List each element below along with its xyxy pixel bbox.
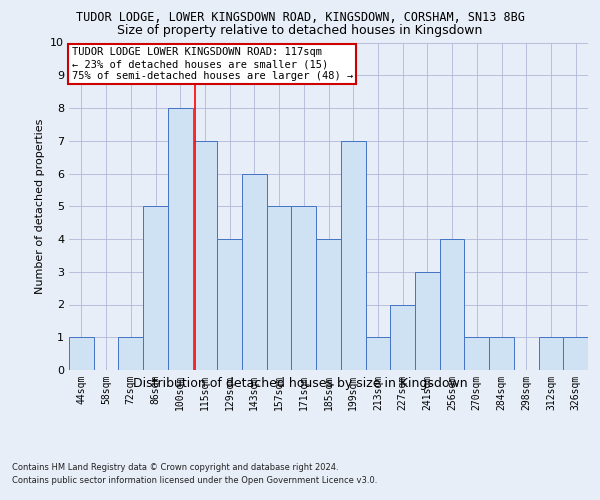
Bar (489, 337, 514, 370)
Bar (563, 337, 588, 370)
Bar (69, 337, 94, 370)
Y-axis label: Number of detached properties: Number of detached properties (35, 118, 44, 294)
Bar (143, 206, 168, 370)
Bar (267, 206, 292, 370)
Text: Size of property relative to detached houses in Kingsdown: Size of property relative to detached ho… (118, 24, 482, 37)
Text: Distribution of detached houses by size in Kingsdown: Distribution of detached houses by size … (133, 378, 467, 390)
Bar (365, 337, 390, 370)
Text: TUDOR LODGE, LOWER KINGSDOWN ROAD, KINGSDOWN, CORSHAM, SN13 8BG: TUDOR LODGE, LOWER KINGSDOWN ROAD, KINGS… (76, 11, 524, 24)
Bar (292, 206, 316, 370)
Bar (316, 239, 341, 370)
Bar (440, 239, 464, 370)
Bar (464, 337, 489, 370)
Bar (415, 272, 440, 370)
Bar (193, 141, 217, 370)
Text: TUDOR LODGE LOWER KINGSDOWN ROAD: 117sqm
← 23% of detached houses are smaller (1: TUDOR LODGE LOWER KINGSDOWN ROAD: 117sqm… (71, 48, 353, 80)
Text: Contains public sector information licensed under the Open Government Licence v3: Contains public sector information licen… (12, 476, 377, 485)
Text: Contains HM Land Registry data © Crown copyright and database right 2024.: Contains HM Land Registry data © Crown c… (12, 462, 338, 471)
Bar (242, 174, 267, 370)
Bar (217, 239, 242, 370)
Bar (539, 337, 563, 370)
Bar (341, 141, 365, 370)
Bar (168, 108, 193, 370)
Bar (390, 304, 415, 370)
Bar (118, 337, 143, 370)
